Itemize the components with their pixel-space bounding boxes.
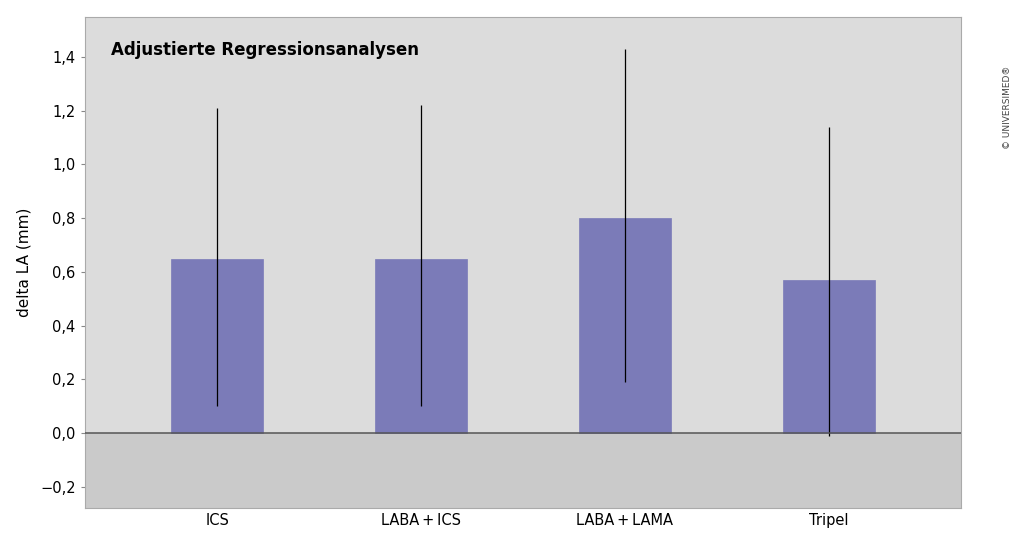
Text: © UNIVERSIMED®: © UNIVERSIMED® [1002, 65, 1012, 149]
Bar [171, 258, 263, 433]
Y-axis label: delta LA (mm): delta LA (mm) [16, 208, 32, 317]
Bar [783, 280, 874, 433]
Bar [85, 433, 962, 508]
Bar [579, 218, 671, 433]
Bar [375, 258, 467, 433]
Text: Adjustierte Regressionsanalysen: Adjustierte Regressionsanalysen [111, 41, 419, 59]
